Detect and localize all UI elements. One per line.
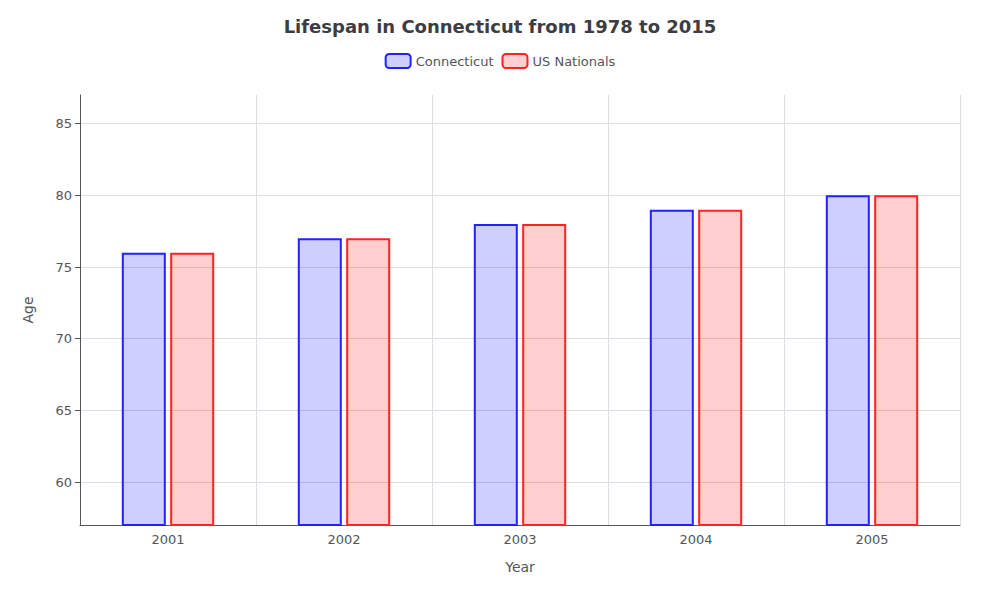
svg-text:Year: Year bbox=[504, 559, 535, 575]
svg-text:Age: Age bbox=[20, 296, 36, 323]
svg-text:2001: 2001 bbox=[151, 532, 184, 547]
svg-text:Connecticut: Connecticut bbox=[416, 54, 494, 69]
svg-text:85: 85 bbox=[55, 116, 72, 131]
svg-text:2004: 2004 bbox=[679, 532, 712, 547]
svg-text:Lifespan in Connecticut from 1: Lifespan in Connecticut from 1978 to 201… bbox=[284, 16, 717, 37]
svg-text:60: 60 bbox=[55, 475, 72, 490]
svg-text:75: 75 bbox=[55, 260, 72, 275]
svg-text:70: 70 bbox=[55, 331, 72, 346]
svg-text:80: 80 bbox=[55, 188, 72, 203]
svg-text:US Nationals: US Nationals bbox=[533, 54, 616, 69]
svg-text:2002: 2002 bbox=[327, 532, 360, 547]
svg-text:2003: 2003 bbox=[503, 532, 536, 547]
svg-text:65: 65 bbox=[55, 403, 72, 418]
svg-text:2005: 2005 bbox=[855, 532, 888, 547]
